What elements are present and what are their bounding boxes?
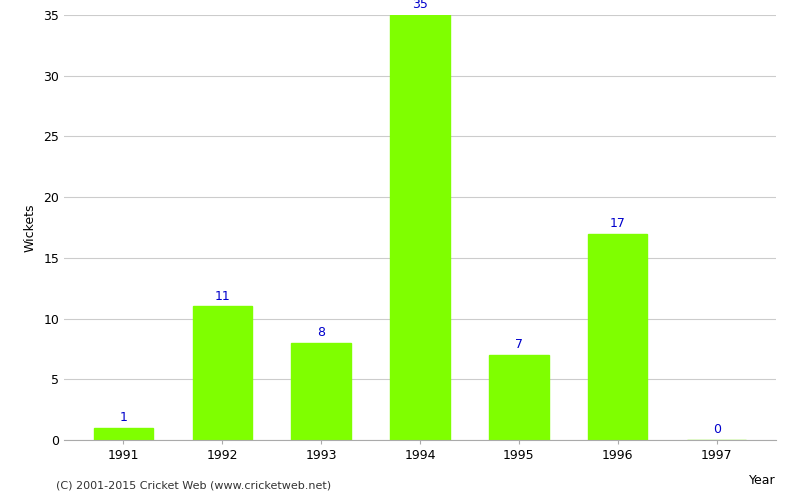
Bar bbox=[193, 306, 252, 440]
Bar bbox=[588, 234, 647, 440]
Text: 35: 35 bbox=[412, 0, 428, 12]
Text: 0: 0 bbox=[713, 424, 721, 436]
Text: Year: Year bbox=[750, 474, 776, 487]
Text: 11: 11 bbox=[214, 290, 230, 303]
Bar bbox=[94, 428, 153, 440]
Text: 17: 17 bbox=[610, 217, 626, 230]
Y-axis label: Wickets: Wickets bbox=[23, 203, 36, 252]
Text: 1: 1 bbox=[119, 411, 127, 424]
Text: (C) 2001-2015 Cricket Web (www.cricketweb.net): (C) 2001-2015 Cricket Web (www.cricketwe… bbox=[56, 480, 331, 490]
Bar bbox=[390, 15, 450, 440]
Bar bbox=[490, 355, 549, 440]
Text: 8: 8 bbox=[317, 326, 325, 339]
Text: 7: 7 bbox=[515, 338, 523, 351]
Bar bbox=[291, 343, 350, 440]
